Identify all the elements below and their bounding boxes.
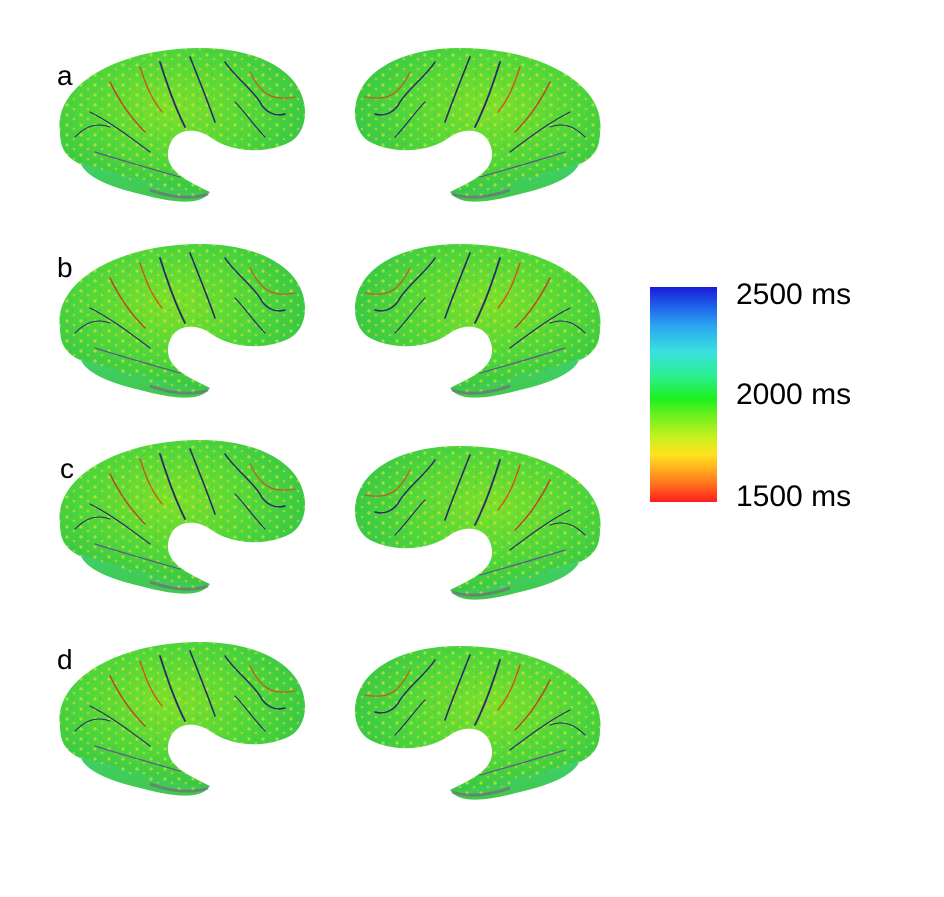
brain-left-b: [58, 242, 307, 400]
colorbar-max-label: 2500 ms: [736, 278, 852, 311]
panel-label-a: a: [57, 60, 73, 91]
colorbar: [650, 287, 717, 502]
brain-right-a: [353, 46, 602, 204]
panel-label-d: d: [57, 644, 73, 675]
brain-left-c: [58, 438, 307, 596]
colorbar-min-label: 1500 ms: [736, 480, 852, 513]
brain-left-d: [58, 640, 307, 798]
brain-right-c: [353, 444, 602, 602]
brain-right-b: [353, 242, 602, 400]
brain-left-a: [58, 46, 307, 204]
panel-label-b: b: [57, 252, 73, 283]
panel-label-c: c: [60, 453, 74, 484]
colorbar-mid-label: 2000 ms: [736, 378, 852, 411]
brain-right-d: [353, 644, 602, 802]
